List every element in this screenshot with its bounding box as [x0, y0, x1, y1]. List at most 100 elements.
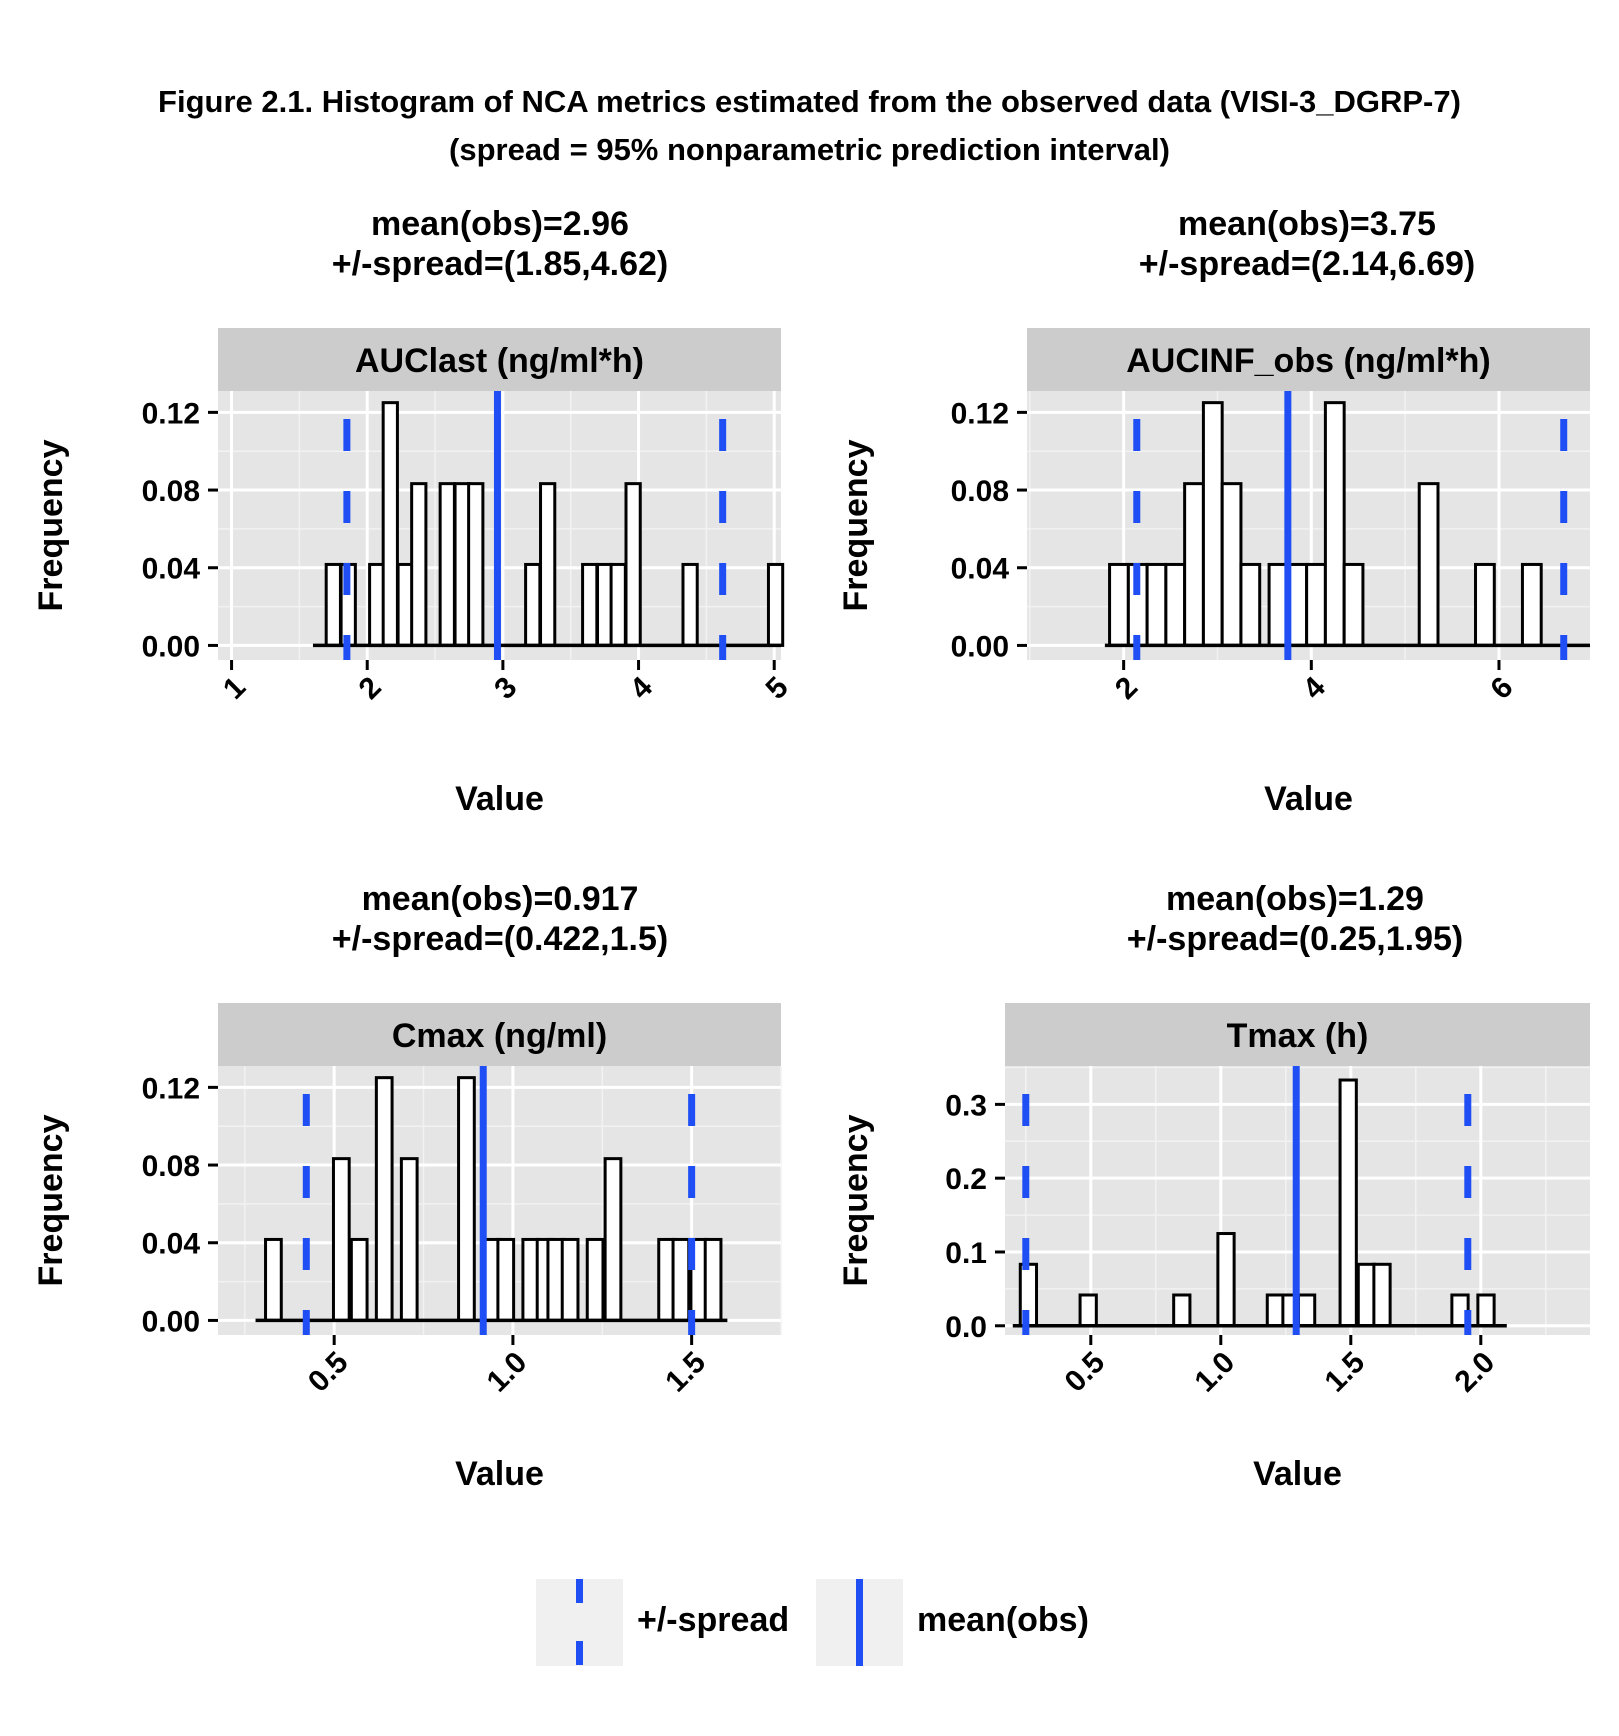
facet-strip [218, 1003, 781, 1066]
y-tick-label: 0.04 [142, 553, 201, 586]
panel-tmax: mean(obs)=1.29 +/-spread=(0.25,1.95) Tma… [805, 870, 1605, 1510]
figure-title-line1: Figure 2.1. Histogram of NCA metrics est… [158, 84, 1461, 119]
x-tick-label: 2 [353, 671, 388, 706]
panel-title-spread: +/-spread=(0.422,1.5) [331, 920, 669, 958]
panel-title: mean(obs)=3.75 +/-spread=(2.14,6.69) [805, 195, 1605, 315]
panel-auclast: mean(obs)=2.96 +/-spread=(1.85,4.62) AUC… [0, 195, 800, 835]
histogram-auclast: AUClast (ng/ml*h) 0.00 0.04 0.08 0.12 1 2 3 4 5 Va… [32, 328, 795, 818]
y-tick-label: 0.04 [142, 1228, 201, 1261]
facet-strip-label: Tmax (h) [1227, 1017, 1369, 1055]
histogram-bar [585, 1237, 605, 1322]
y-tick-label: 0.0 [945, 1311, 987, 1344]
panel-cmax: mean(obs)=0.917 +/-spread=(0.422,1.5) Cm… [0, 870, 800, 1510]
histogram-bar [1342, 562, 1365, 647]
x-tick-label: 4 [1297, 670, 1332, 705]
histogram-bar [1108, 562, 1130, 647]
x-axis-label: Value [1264, 780, 1353, 818]
histogram-bar [703, 1237, 723, 1322]
y-tick-label: 0.04 [951, 553, 1010, 586]
x-axis-label: Value [455, 780, 544, 818]
x-tick-label: 1 [217, 671, 252, 706]
y-tick-label: 0.3 [945, 1089, 987, 1122]
panel-title-mean: mean(obs)=1.29 [1166, 880, 1424, 918]
y-tick-label: 0.00 [142, 1305, 200, 1338]
panel-aucinf-obs: mean(obs)=3.75 +/-spread=(2.14,6.69) AUC… [805, 195, 1605, 835]
y-tick-label: 0.1 [945, 1237, 987, 1270]
y-tick-label: 0.12 [951, 397, 1009, 430]
panel-title: mean(obs)=1.29 +/-spread=(0.25,1.95) [805, 870, 1605, 990]
facet-strip [1005, 1003, 1590, 1066]
histogram-bar [1338, 1078, 1358, 1328]
histogram-bar [539, 482, 557, 647]
panel-title: mean(obs)=0.917 +/-spread=(0.422,1.5) [0, 870, 800, 990]
facet-strip [1027, 328, 1590, 391]
histogram-bar [581, 562, 599, 647]
histogram-bar [1356, 1262, 1377, 1328]
panel-title-spread: +/-spread=(0.25,1.95) [1126, 920, 1464, 958]
facet-strip [218, 328, 781, 391]
y-tick-label: 0.12 [142, 397, 200, 430]
histogram-bar [766, 562, 785, 647]
histogram-bar [264, 1237, 283, 1322]
histogram-bar [331, 1157, 351, 1322]
x-tick-label: 0.5 [302, 1346, 355, 1399]
histogram-bar [1183, 482, 1205, 647]
histogram-bar [410, 482, 428, 647]
histogram-bar [624, 482, 642, 647]
x-tick-label: 1.0 [1188, 1346, 1241, 1399]
histogram-bar [1145, 562, 1168, 647]
y-axis-label: Frequency [32, 1114, 70, 1286]
x-tick-label: 1.5 [1318, 1346, 1371, 1399]
panel-title-spread: +/-spread=(1.85,4.62) [331, 245, 669, 283]
histogram-bar [524, 562, 542, 647]
histogram-bar [1474, 562, 1496, 647]
legend: +/-spread mean(obs) [536, 1579, 1136, 1669]
y-tick-label: 0.08 [951, 475, 1009, 508]
histogram-bar [1220, 482, 1243, 647]
facet-strip-label: AUClast (ng/ml*h) [355, 342, 644, 380]
histogram-bar [1323, 401, 1346, 647]
histogram-bar [438, 482, 456, 647]
y-tick-label: 0.2 [945, 1163, 987, 1196]
legend-key-spread [536, 1579, 623, 1666]
histogram-bar [1216, 1232, 1236, 1328]
histogram-bar [1417, 482, 1440, 647]
facet-strip-label: Cmax (ng/ml) [392, 1017, 607, 1055]
y-axis-label: Frequency [837, 1114, 875, 1286]
panel-title-spread: +/-spread=(2.14,6.69) [1138, 245, 1476, 283]
histogram-aucinf-obs: AUCINF_obs (ng/ml*h) 0.00 0.04 0.08 0.12 2 4 6 V… [837, 328, 1590, 818]
panel-title-mean: mean(obs)=0.917 [361, 880, 639, 918]
x-tick-label: 0.5 [1058, 1346, 1111, 1399]
figure-title-line2: (spread = 95% nonparametric prediction i… [449, 132, 1170, 167]
panel-title-mean: mean(obs)=3.75 [1178, 205, 1436, 243]
histogram-cmax: Cmax (ng/ml) 0.00 0.04 0.08 0.12 0.5 1.0 1.5 Val… [32, 1003, 782, 1493]
facet-strip-label: AUCINF_obs (ng/ml*h) [1126, 342, 1491, 380]
y-tick-label: 0.00 [951, 630, 1009, 663]
y-tick-label: 0.08 [142, 1150, 200, 1183]
histogram-bar [1372, 1262, 1392, 1328]
x-axis-label: Value [1253, 1455, 1342, 1493]
histogram-bar [603, 1157, 623, 1322]
histogram-bar [671, 1237, 691, 1322]
x-tick-label: 5 [760, 671, 795, 706]
panel-title: mean(obs)=2.96 +/-spread=(1.85,4.62) [0, 195, 800, 315]
histogram-bar [1265, 1293, 1286, 1328]
histogram-bar [1305, 562, 1327, 647]
legend-label-mean: mean(obs) [917, 1601, 1089, 1639]
histogram-bar [457, 1076, 476, 1322]
histogram-bar [399, 1157, 419, 1322]
y-tick-label: 0.08 [142, 475, 200, 508]
x-tick-label: 2.0 [1448, 1346, 1501, 1399]
histogram-bar [1296, 1293, 1317, 1328]
histogram-bar [349, 1237, 369, 1322]
histogram-bar [1476, 1293, 1496, 1328]
histogram-bar [1078, 1293, 1098, 1328]
histogram-bar [1520, 562, 1543, 647]
x-tick-label: 2 [1109, 671, 1144, 706]
y-axis-label: Frequency [837, 439, 875, 611]
x-tick-label: 1.5 [659, 1346, 712, 1399]
figure-title: Figure 2.1. Histogram of NCA metrics est… [0, 78, 1619, 174]
histogram-bar [1172, 1293, 1192, 1328]
histogram-bar [374, 1076, 394, 1322]
panel-title-mean: mean(obs)=2.96 [371, 205, 629, 243]
